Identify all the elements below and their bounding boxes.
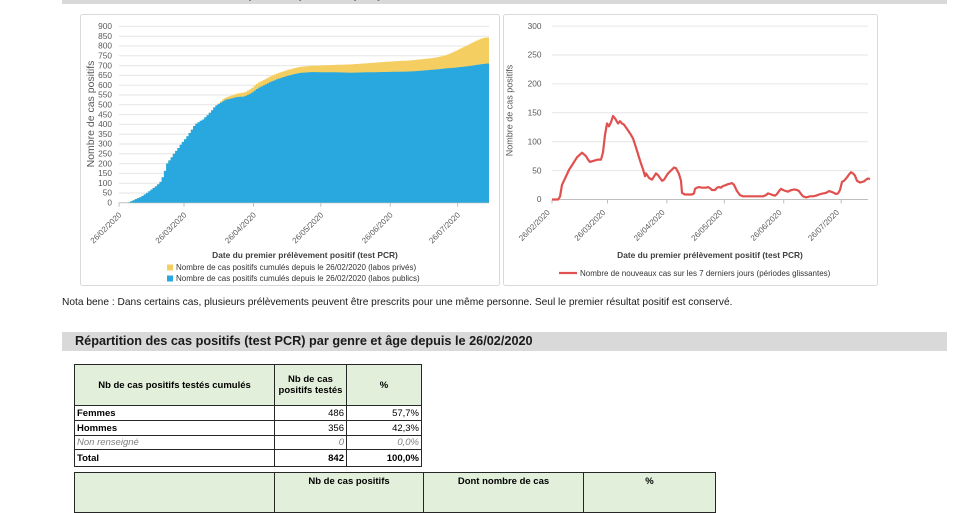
svg-text:900: 900 bbox=[98, 21, 112, 31]
svg-text:Date du premier prélèvement po: Date du premier prélèvement positif (tes… bbox=[212, 250, 398, 260]
svg-text:550: 550 bbox=[98, 90, 112, 100]
svg-text:350: 350 bbox=[98, 129, 112, 139]
svg-text:750: 750 bbox=[98, 51, 112, 61]
svg-text:Nombre de cas positifs: Nombre de cas positifs bbox=[85, 61, 97, 168]
svg-text:Nombre de cas positifs: Nombre de cas positifs bbox=[505, 64, 515, 156]
svg-text:800: 800 bbox=[98, 41, 112, 51]
svg-text:Date du premier prélèvement po: Date du premier prélèvement positif (tes… bbox=[617, 250, 803, 260]
svg-text:250: 250 bbox=[528, 50, 542, 60]
svg-text:150: 150 bbox=[528, 108, 542, 118]
svg-text:Nombre de nouveaux cas sur les: Nombre de nouveaux cas sur les 7 dernier… bbox=[580, 269, 831, 278]
svg-text:100: 100 bbox=[528, 136, 542, 146]
svg-text:Nombre de cas positifs cumulés: Nombre de cas positifs cumulés depuis le… bbox=[176, 274, 420, 283]
svg-text:250: 250 bbox=[98, 149, 112, 159]
svg-text:Nombre de cas positifs cumulés: Nombre de cas positifs cumulés depuis le… bbox=[176, 263, 416, 272]
svg-text:850: 850 bbox=[98, 31, 112, 41]
svg-text:50: 50 bbox=[532, 165, 542, 175]
svg-text:200: 200 bbox=[528, 79, 542, 89]
svg-text:100: 100 bbox=[98, 178, 112, 188]
svg-text:0: 0 bbox=[537, 194, 542, 204]
svg-text:450: 450 bbox=[98, 109, 112, 119]
svg-text:500: 500 bbox=[98, 100, 112, 110]
svg-text:50: 50 bbox=[103, 188, 113, 198]
svg-text:700: 700 bbox=[98, 60, 112, 70]
svg-text:200: 200 bbox=[98, 158, 112, 168]
svg-text:300: 300 bbox=[528, 21, 542, 31]
svg-text:0: 0 bbox=[107, 198, 112, 208]
svg-text:300: 300 bbox=[98, 139, 112, 149]
svg-text:600: 600 bbox=[98, 80, 112, 90]
svg-text:150: 150 bbox=[98, 168, 112, 178]
svg-text:400: 400 bbox=[98, 119, 112, 129]
svg-text:650: 650 bbox=[98, 70, 112, 80]
